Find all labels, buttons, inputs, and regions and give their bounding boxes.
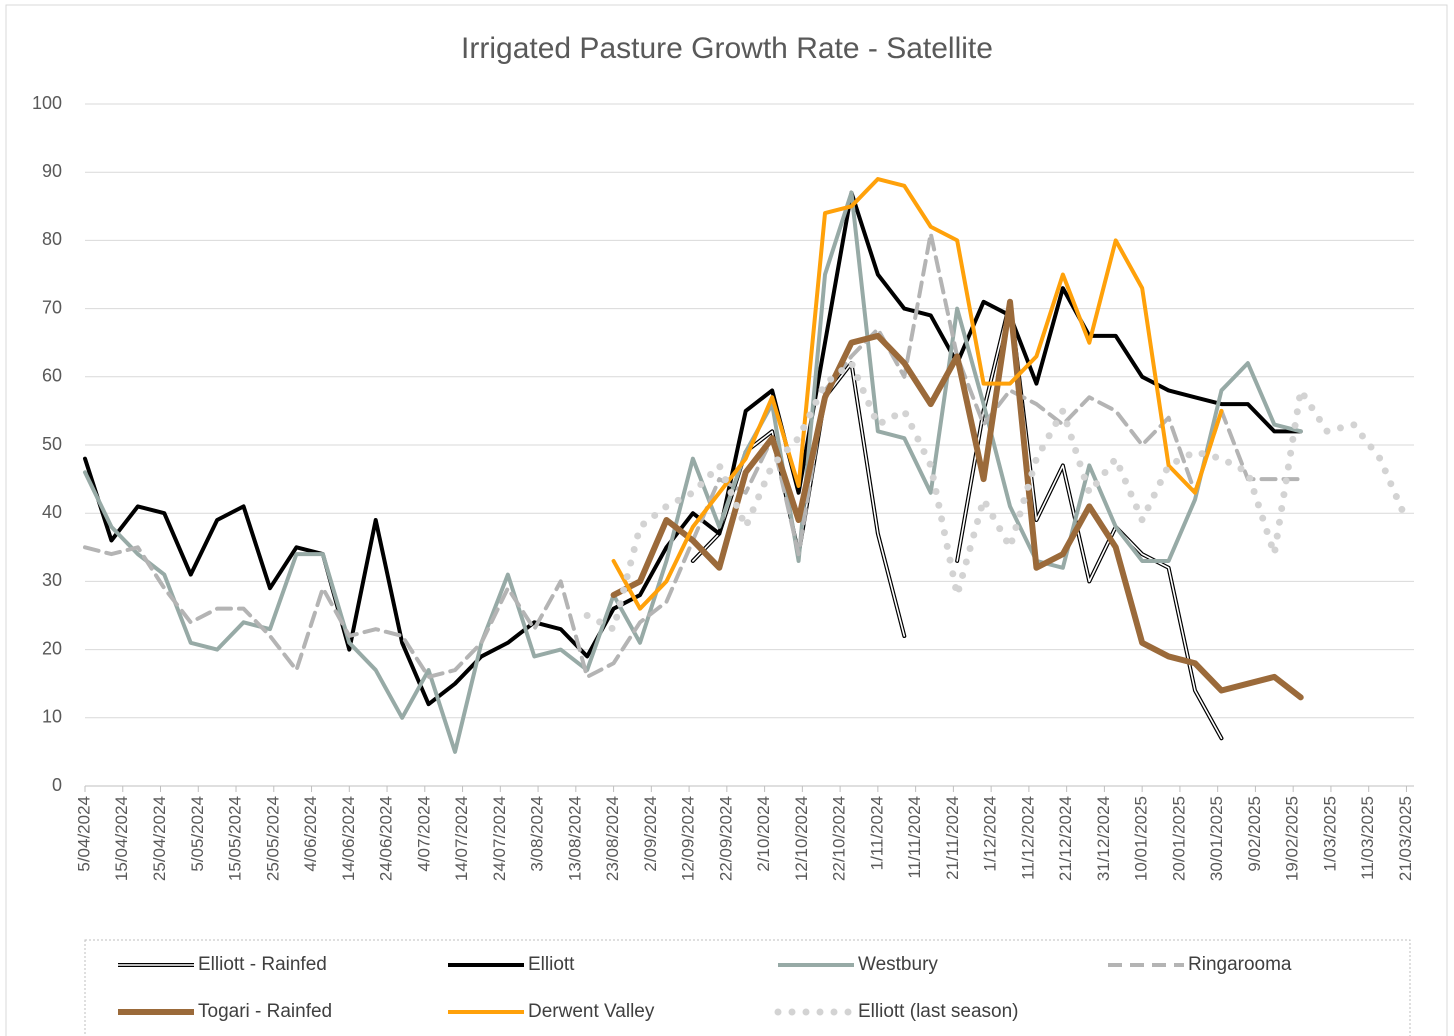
x-tick-label: 5/04/2024 (74, 796, 93, 872)
y-tick-label: 60 (42, 366, 62, 386)
x-tick-label: 14/07/2024 (452, 796, 471, 881)
y-tick-label: 80 (42, 229, 62, 249)
y-tick-label: 30 (42, 570, 62, 590)
x-tick-label: 25/05/2024 (263, 796, 282, 881)
y-tick-label: 0 (52, 775, 62, 795)
x-tick-label: 23/08/2024 (603, 796, 622, 881)
x-tick-label: 4/07/2024 (414, 796, 433, 872)
series-line (611, 177, 1224, 611)
legend-label: Elliott (528, 954, 575, 975)
x-tick-label: 4/06/2024 (301, 796, 320, 872)
legend-box (84, 939, 1411, 1036)
legend-label: Derwent Valley (528, 1001, 655, 1022)
legend-label: Togari - Rainfed (198, 1001, 332, 1022)
y-tick-label: 20 (42, 638, 62, 658)
chart-title: Irrigated Pasture Growth Rate - Satellit… (461, 32, 993, 65)
x-tick-label: 10/01/2025 (1132, 796, 1151, 881)
x-tick-label: 11/12/2024 (1018, 796, 1037, 880)
x-tick-label: 15/05/2024 (226, 796, 245, 881)
x-tick-label: 24/06/2024 (377, 796, 396, 881)
x-tick-label: 31/12/2024 (1094, 796, 1113, 881)
x-tick-label: 19/02/2025 (1283, 796, 1302, 881)
series-line (956, 300, 1223, 740)
y-tick-label: 90 (42, 161, 62, 181)
x-tick-label: 22/09/2024 (716, 796, 735, 881)
legend-label: Ringarooma (1188, 954, 1292, 975)
series-line (610, 298, 1304, 701)
legend-label: Elliott (last season) (858, 1001, 1019, 1022)
x-tick-label: 30/01/2025 (1207, 796, 1226, 881)
x-tick-label: 20/01/2025 (1169, 796, 1188, 881)
x-tick-label: 21/12/2024 (1056, 796, 1075, 881)
x-tick-label: 24/07/2024 (490, 796, 509, 881)
x-tick-label: 11/03/2025 (1358, 796, 1377, 880)
x-tick-label: 13/08/2024 (565, 796, 584, 881)
x-tick-label: 25/04/2024 (150, 796, 169, 881)
x-tick-label: 9/02/2025 (1245, 796, 1264, 872)
x-tick-label: 3/08/2024 (528, 796, 547, 872)
y-tick-label: 100 (32, 93, 62, 113)
y-tick-label: 70 (42, 297, 62, 317)
x-tick-label: 1/11/2024 (867, 796, 886, 870)
x-tick-label: 21/03/2025 (1396, 796, 1415, 881)
x-tick-label: 14/06/2024 (339, 796, 358, 881)
x-tick-label: 15/04/2024 (112, 796, 131, 881)
x-tick-label: 12/09/2024 (679, 796, 698, 881)
legend-label: Westbury (858, 954, 938, 975)
x-tick-label: 1/12/2024 (981, 796, 1000, 872)
x-tick-label: 5/05/2024 (188, 796, 207, 872)
x-tick-label: 11/11/2024 (905, 796, 924, 879)
y-tick-label: 50 (42, 434, 62, 454)
y-tick-label: 10 (42, 707, 62, 727)
x-tick-label: 12/10/2024 (792, 796, 811, 881)
x-tick-label: 1/03/2025 (1320, 796, 1339, 872)
x-tick-label: 21/11/2024 (943, 796, 962, 880)
x-tick-label: 22/10/2024 (830, 796, 849, 881)
y-tick-label: 40 (42, 502, 62, 522)
x-tick-label: 2/09/2024 (641, 796, 660, 872)
legend-label: Elliott - Rainfed (198, 954, 327, 975)
series-line (83, 190, 1303, 707)
x-tick-label: 2/10/2024 (754, 796, 773, 872)
